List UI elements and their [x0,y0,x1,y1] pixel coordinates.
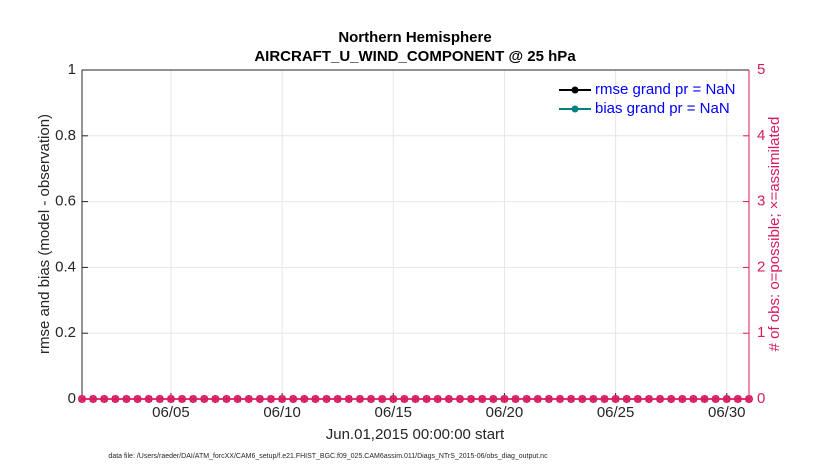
data-point [278,395,287,403]
legend-label: rmse grand pr = NaN [595,81,735,98]
data-point [633,395,642,403]
data-point [178,395,187,403]
data-point [89,395,98,403]
data-point [644,395,653,403]
data-point [700,395,709,403]
data-point [622,395,631,403]
data-point [656,395,665,403]
data-point [467,395,476,403]
data-point [578,395,587,403]
data-point [500,395,509,403]
x-axis-label: Jun.01,2015 00:00:00 start [326,426,505,443]
y2-tick-label: 0 [757,390,765,407]
x-tick-label: 06/20 [486,404,524,421]
footnote: data file: /Users/raeder/DAI/ATM_forcXX/… [108,453,548,460]
data-point [689,395,698,403]
data-point [111,395,120,403]
x-tick-label: 06/15 [374,404,412,421]
data-point [444,395,453,403]
data-point [144,395,153,403]
data-point [289,395,298,403]
x-tick-label: 06/30 [708,404,746,421]
y-tick-label: 0.8 [55,127,76,144]
data-point [189,395,198,403]
data-point [511,395,520,403]
data-point [166,395,175,403]
data-point [678,395,687,403]
data-point [322,395,331,403]
data-point [378,395,387,403]
data-point [244,395,253,403]
y-tick-label: 0.6 [55,193,76,210]
data-point [155,395,164,403]
data-point [667,395,676,403]
data-point [422,395,431,403]
data-point [611,395,620,403]
data-point [233,395,242,403]
data-point [300,395,309,403]
data-point [355,395,364,403]
y-tick-label: 0.2 [55,324,76,341]
data-point [255,395,264,403]
data-point [478,395,487,403]
data-point [733,395,742,403]
data-point [133,395,142,403]
legend-marker [571,105,579,113]
y-tick-label: 1 [68,61,76,78]
data-point [266,395,275,403]
legend-label: bias grand pr = NaN [595,100,730,117]
y2-tick-label: 3 [757,193,765,210]
data-point [544,395,553,403]
y2-axis-label: # of obs: o=possible; ×=assimilated [766,117,783,352]
data-point [589,395,598,403]
data-point [333,395,342,403]
y2-tick-label: 1 [757,324,765,341]
data-point [533,395,542,403]
y2-tick-label: 4 [757,127,765,144]
data-point [100,395,109,403]
x-tick-label: 06/05 [152,404,190,421]
data-point [433,395,442,403]
y-axis-label: rmse and bias (model - observation) [36,114,53,354]
data-point [722,395,731,403]
data-point [711,395,720,403]
data-point [489,395,498,403]
data-point [200,395,209,403]
data-point [600,395,609,403]
x-tick-label: 06/25 [597,404,635,421]
data-point [411,395,420,403]
data-point [522,395,531,403]
data-point [211,395,220,403]
data-point [222,395,231,403]
chart-subtitle: AIRCRAFT_U_WIND_COMPONENT @ 25 hPa [254,48,576,65]
data-point [567,395,576,403]
data-point [311,395,320,403]
data-point [389,395,398,403]
data-point [344,395,353,403]
x-tick-label: 06/10 [263,404,301,421]
data-point [122,395,131,403]
y-tick-label: 0 [68,390,76,407]
chart-title: Northern Hemisphere [338,29,491,46]
data-point [556,395,565,403]
legend-marker [571,86,579,94]
y-tick-label: 0.4 [55,258,76,275]
data-point [78,395,86,403]
data-point [745,395,753,403]
data-point [400,395,409,403]
data-point [455,395,464,403]
y2-tick-label: 2 [757,258,765,275]
y2-tick-label: 5 [757,61,765,78]
data-point [367,395,376,403]
